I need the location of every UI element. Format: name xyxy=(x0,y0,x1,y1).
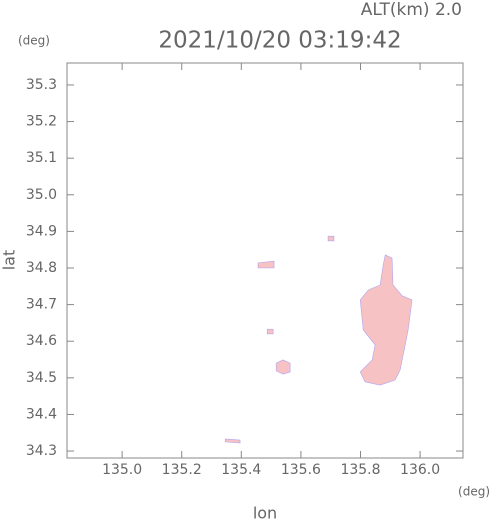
echo-region xyxy=(327,235,335,242)
altitude-label: ALT(km) 2.0 xyxy=(361,0,462,20)
echo-region xyxy=(257,260,275,269)
plot-frame xyxy=(66,62,464,459)
y-tick-label: 34.5 xyxy=(26,370,57,386)
echo-region xyxy=(224,438,241,444)
y-tick-label: 35.2 xyxy=(26,114,57,130)
echo-region xyxy=(266,328,274,335)
y-axis-label: lat xyxy=(0,250,19,271)
y-unit: (deg) xyxy=(18,34,50,48)
x-tick-label: 135.6 xyxy=(281,462,321,478)
y-tick-label: 34.3 xyxy=(26,443,57,459)
y-tick-label: 35.3 xyxy=(26,77,57,93)
y-tick-label: 35.0 xyxy=(26,187,57,203)
x-unit: (deg) xyxy=(458,485,490,499)
x-tick-label: 135.2 xyxy=(162,462,202,478)
x-axis-label: lon xyxy=(253,504,277,522)
y-tick-label: 34.9 xyxy=(26,223,57,239)
x-tick-label: 136.0 xyxy=(400,462,440,478)
y-tick-label: 34.6 xyxy=(26,333,57,349)
chart-title: 2021/10/20 03:19:42 xyxy=(158,28,401,54)
y-tick-label: 34.4 xyxy=(26,406,57,422)
x-tick-label: 135.0 xyxy=(102,462,142,478)
echo-region xyxy=(359,254,413,386)
y-tick-label: 34.7 xyxy=(26,297,57,313)
echo-region xyxy=(275,359,291,375)
y-tick-label: 35.1 xyxy=(26,150,57,166)
x-tick-label: 135.4 xyxy=(221,462,261,478)
y-tick-label: 34.8 xyxy=(26,260,57,276)
x-tick-label: 135.8 xyxy=(340,462,380,478)
